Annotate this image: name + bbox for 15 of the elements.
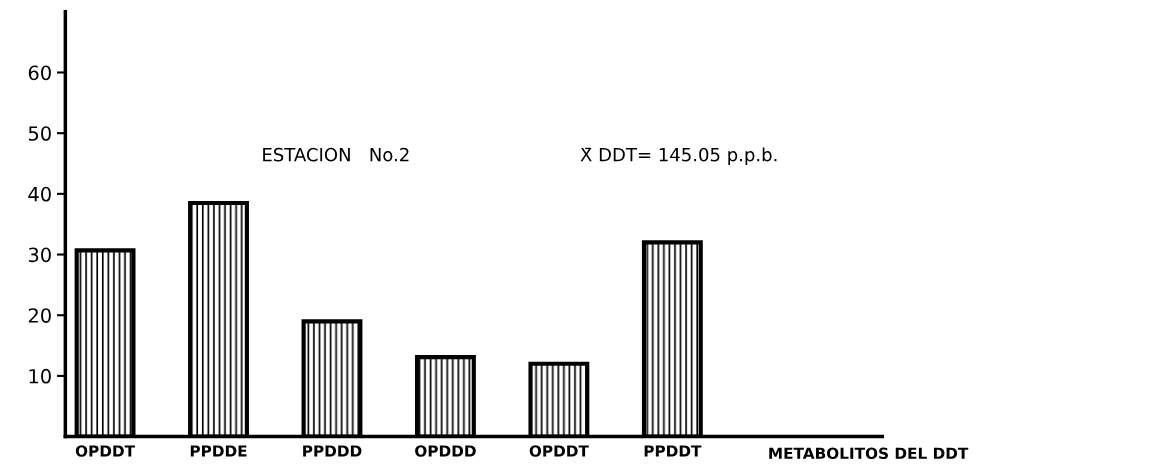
x-tick-label: PPDDD (303, 445, 362, 457)
x-tick-label: OPDDD (415, 445, 476, 457)
annotation: X̄ DDT= 145.05 p.p.b. (580, 147, 777, 165)
annotation: ESTACION No.2 (263, 147, 409, 162)
y-tick-label: 30 (28, 247, 51, 263)
x-tick-label: OPDDT (75, 445, 135, 457)
y-tick-label: 10 (29, 368, 51, 384)
y-tick-label: 60 (28, 65, 51, 81)
y-tick-label: 40 (28, 186, 51, 202)
y-tick-label: 50 (28, 126, 51, 141)
x-tick-label: PPDDT (644, 445, 702, 457)
y-tick-label: 20 (28, 308, 51, 323)
x-axis-title: METABOLITOS DEL DDT (769, 447, 969, 460)
x-tick-label: OPDDT (529, 445, 589, 457)
x-tick-label: PPDDE (190, 445, 247, 457)
